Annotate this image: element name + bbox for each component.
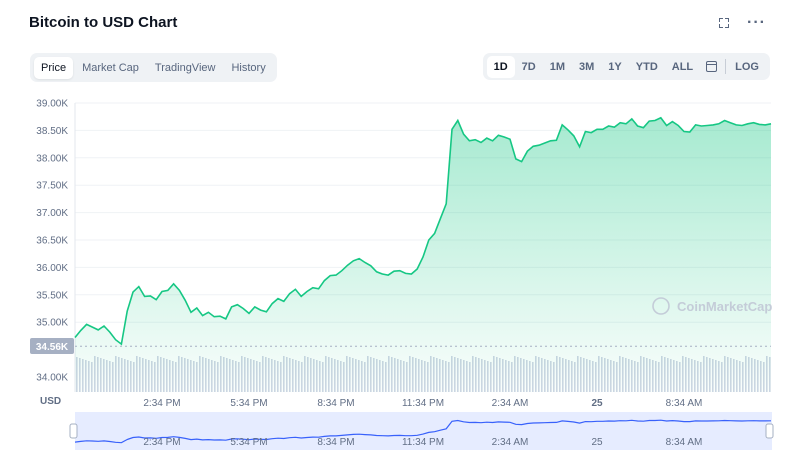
range-all[interactable]: ALL [671,60,694,73]
x-tick-label: 2:34 PM [143,398,180,409]
navigator-tick-label: 11:34 PM [402,437,444,448]
calendar-icon[interactable] [706,61,718,72]
y-tick-label: 35.50K [36,290,68,301]
start-price-label: 34.56K [36,342,69,353]
tab-tradingview[interactable]: TradingView [154,61,216,74]
y-tick-label: 35.00K [36,318,68,329]
range-7d[interactable]: 7D [521,60,536,73]
y-tick-label: 37.00K [36,208,68,219]
chart-title: Bitcoin to USD Chart [29,14,178,31]
start-price-badge: 34.56K [30,338,74,354]
log-scale-toggle[interactable]: LOG [735,60,759,73]
navigator-ticks: 2:34 PM 5:34 PM 8:34 PM 11:34 PM 2:34 AM 25 8:… [143,437,702,448]
coinmarketcap-logo-icon [652,297,670,315]
fullscreen-icon[interactable] [719,18,730,28]
x-tick-label: 25 [591,398,603,409]
navigator-tick-label: 2:34 PM [143,437,180,448]
y-axis: 39.00K 38.50K 38.00K 37.50K 37.00K 36.50K 36.0… [36,99,68,384]
x-tick-label: 11:34 PM [402,398,444,409]
navigator-background [75,412,772,450]
range-ytd[interactable]: YTD [635,60,658,73]
x-tick-label: 8:34 PM [317,398,354,409]
navigator-tick-label: 8:34 PM [317,437,354,448]
x-tick-label: 2:34 AM [492,398,529,409]
navigator-tick-label: 25 [591,437,603,448]
range-3m[interactable]: 3M [579,60,595,73]
tab-history[interactable]: History [231,61,266,74]
x-tick-label: 5:34 PM [230,398,267,409]
range-1m[interactable]: 1M [549,60,566,73]
range-1y[interactable]: 1Y [608,60,622,73]
y-tick-label: 39.00K [36,99,68,110]
more-icon[interactable]: ··· [747,14,766,31]
y-tick-label: 34.00K [36,373,68,384]
tab-price[interactable]: Price [34,56,74,79]
y-tick-label: 38.00K [36,153,68,164]
watermark-text: CoinMarketCap [677,299,772,314]
navigator-right-handle[interactable] [765,423,774,439]
watermark: CoinMarketCap [652,297,772,315]
chart-toolbar-icons: ··· [719,14,766,31]
range-navigator[interactable]: 2:34 PM 5:34 PM 8:34 PM 11:34 PM 2:34 AM 25 8:… [69,412,774,450]
range-1d[interactable]: 1D [486,55,515,78]
time-range-selector: 1D 7D 1M 3M 1Y YTD ALL LOG [482,53,770,80]
y-tick-label: 36.00K [36,263,68,274]
x-axis: 2:34 PM 5:34 PM 8:34 PM 11:34 PM 2:34 AM 25 8:… [143,398,702,409]
navigator-tick-label: 8:34 AM [666,437,703,448]
navigator-tick-label: 5:34 PM [230,437,267,448]
range-divider [725,59,727,74]
price-line [74,116,772,346]
price-area [75,117,771,393]
y-tick-label: 36.50K [36,236,68,247]
navigator-line [74,419,772,444]
x-tick-label: 8:34 AM [666,398,703,409]
y-tick-label: 37.50K [36,181,68,192]
currency-label: USD [40,396,61,407]
chart-type-tabs: Price Market Cap TradingView History [30,53,277,82]
navigator-left-handle[interactable] [69,423,78,439]
tab-market-cap[interactable]: Market Cap [82,61,139,74]
navigator-tick-label: 2:34 AM [492,437,529,448]
y-tick-label: 38.50K [36,126,68,137]
